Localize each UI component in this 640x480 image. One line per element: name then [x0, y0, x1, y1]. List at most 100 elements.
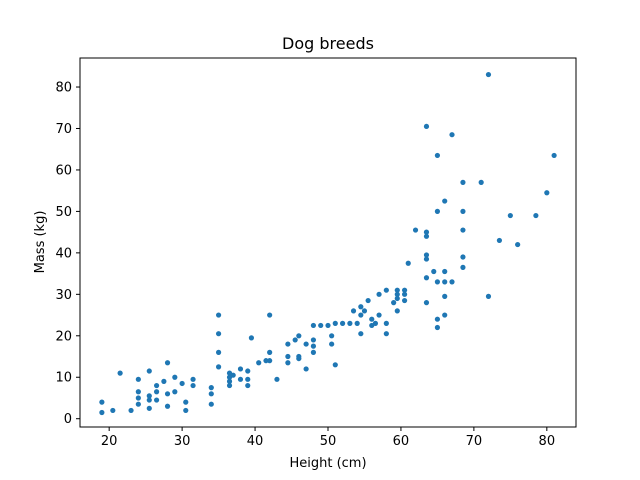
data-point-63: [310, 349, 317, 355]
data-point-4: [128, 407, 134, 414]
data-point-1: [99, 409, 105, 416]
data-point-54: [292, 337, 298, 343]
data-point-44: [248, 335, 255, 341]
x-axis-ticks: 20 30 40 50 60 70 80: [101, 427, 555, 449]
data-point-46: [263, 358, 269, 364]
data-point-100: [423, 252, 430, 258]
data-point-47: [267, 312, 273, 318]
data-point-51: [285, 341, 291, 347]
data-point-25: [190, 376, 196, 382]
y-tick-label-60: 60: [55, 163, 72, 178]
data-point-101: [423, 256, 430, 262]
data-point-112: [442, 279, 448, 285]
data-point-84: [383, 287, 389, 293]
data-point-6: [135, 389, 141, 395]
data-point-14: [153, 389, 160, 395]
data-point-39: [237, 366, 244, 372]
data-point-115: [449, 132, 455, 138]
x-tick-label-40: 40: [247, 434, 264, 449]
data-points: [99, 71, 557, 416]
data-point-113: [442, 293, 448, 299]
data-point-90: [394, 295, 400, 302]
data-point-29: [208, 401, 214, 407]
y-axis-label: Mass (kg): [33, 211, 48, 274]
data-point-8: [135, 401, 141, 407]
data-point-50: [274, 376, 280, 382]
data-point-61: [310, 337, 317, 343]
data-point-129: [544, 190, 550, 196]
data-point-7: [135, 395, 141, 401]
data-point-37: [226, 382, 233, 389]
data-point-22: [179, 380, 185, 387]
data-point-10: [146, 393, 152, 399]
data-point-87: [391, 300, 397, 306]
data-point-71: [347, 320, 353, 326]
data-point-38: [230, 372, 236, 378]
plot-area-frame: [79, 57, 577, 428]
data-point-5: [135, 376, 141, 382]
data-point-69: [332, 362, 338, 368]
y-tick-label-70: 70: [55, 122, 72, 137]
data-point-97: [423, 123, 430, 130]
data-point-15: [153, 397, 160, 403]
data-point-126: [507, 212, 513, 219]
data-point-45: [256, 360, 262, 366]
data-point-65: [325, 322, 331, 329]
data-point-16: [161, 378, 167, 384]
data-point-23: [183, 399, 189, 405]
data-point-123: [485, 71, 492, 78]
data-point-55: [296, 333, 302, 339]
data-point-88: [394, 287, 400, 293]
data-point-49: [267, 358, 273, 364]
data-point-59: [303, 366, 309, 372]
data-point-105: [434, 152, 441, 159]
data-point-30: [215, 312, 222, 318]
data-point-52: [285, 353, 291, 360]
data-point-3: [117, 370, 123, 376]
data-point-12: [146, 405, 152, 411]
data-point-20: [172, 374, 178, 380]
data-point-26: [190, 382, 196, 389]
y-tick-label-10: 10: [55, 371, 72, 386]
x-tick-label-60: 60: [393, 434, 410, 449]
data-point-9: [146, 368, 152, 374]
data-point-118: [460, 208, 466, 214]
data-point-77: [361, 308, 368, 314]
data-point-53: [285, 360, 291, 366]
data-point-116: [449, 279, 455, 285]
data-point-117: [460, 179, 466, 185]
data-point-104: [431, 268, 437, 275]
y-tick-label-30: 30: [55, 288, 72, 303]
data-point-0: [99, 399, 105, 405]
data-point-81: [372, 320, 379, 326]
data-point-128: [533, 212, 539, 219]
data-point-18: [164, 391, 171, 397]
data-point-11: [146, 397, 152, 403]
data-point-36: [226, 378, 233, 384]
x-tick-label-50: 50: [320, 434, 337, 449]
data-point-95: [405, 260, 411, 266]
data-point-125: [496, 237, 503, 244]
data-point-75: [358, 312, 364, 318]
data-point-64: [318, 322, 324, 329]
data-point-41: [245, 368, 251, 374]
x-tick-label-70: 70: [466, 434, 483, 449]
data-point-32: [215, 349, 222, 355]
data-point-62: [310, 343, 317, 349]
data-point-43: [245, 382, 251, 389]
y-axis-ticks: 0 10 20 30 40 50 60 70 80: [55, 81, 80, 427]
chart-title: Dog breeds: [282, 34, 374, 53]
data-point-40: [237, 376, 244, 382]
data-point-83: [376, 312, 382, 318]
x-tick-label-20: 20: [101, 434, 118, 449]
data-point-86: [383, 320, 389, 326]
data-point-82: [376, 291, 382, 297]
data-point-67: [329, 341, 335, 347]
data-point-70: [339, 320, 346, 326]
y-tick-label-0: 0: [64, 412, 72, 427]
y-tick-label-80: 80: [55, 81, 72, 96]
x-axis-label: Height (cm): [289, 456, 366, 471]
data-point-73: [354, 320, 360, 326]
